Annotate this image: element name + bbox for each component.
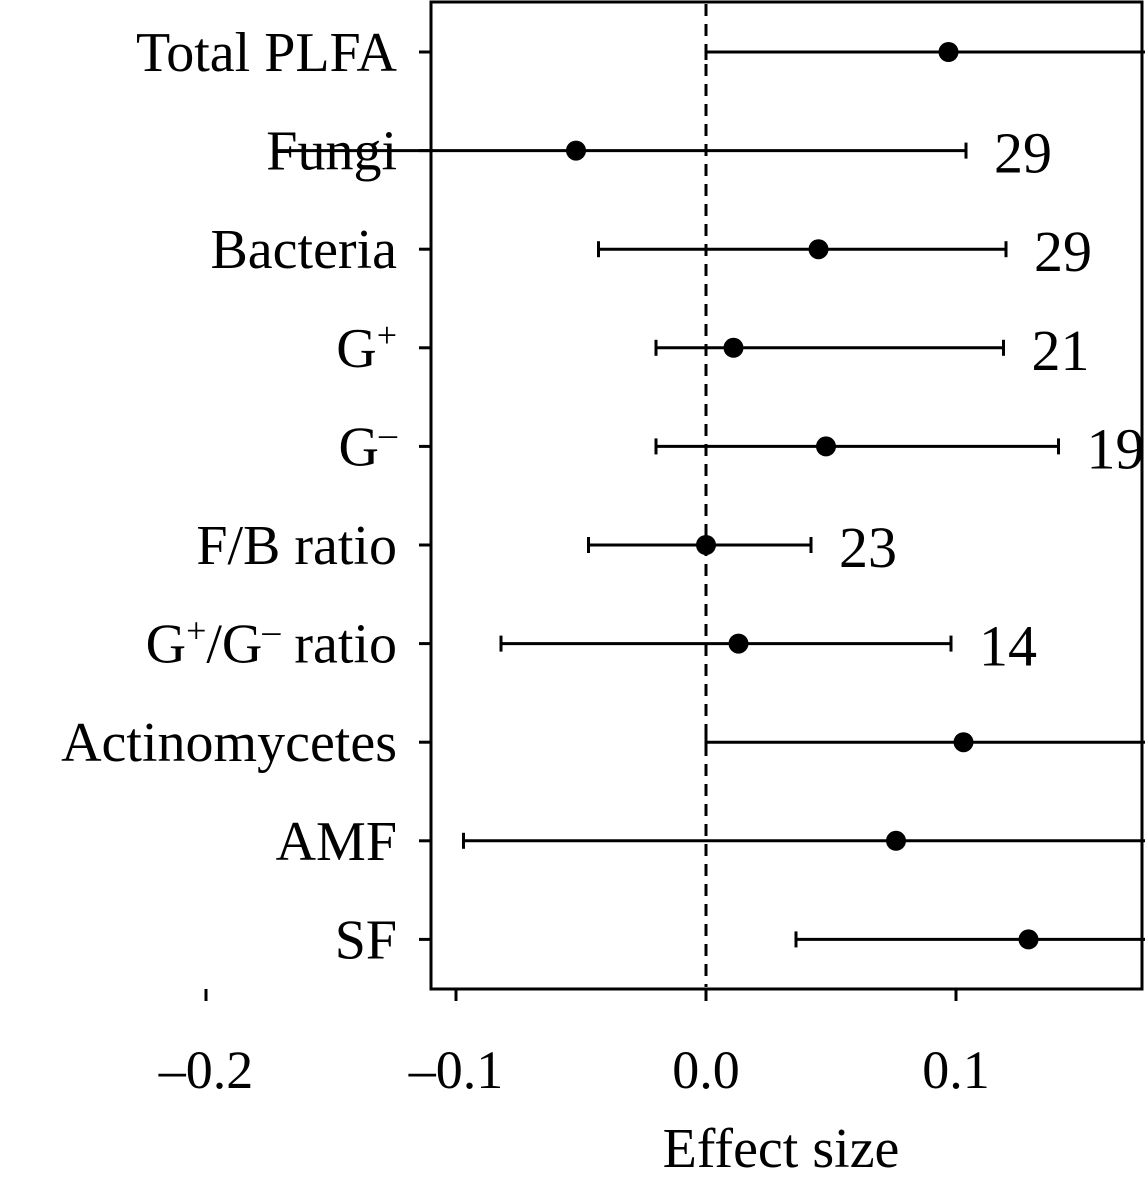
mean-point [723, 337, 744, 358]
y-tick-label: Total PLFA [136, 22, 398, 84]
y-tick-label: Fungi [266, 121, 397, 183]
mean-point [808, 239, 829, 260]
x-tick-label: 0.0 [672, 1040, 740, 1100]
y-tick-label: AMF [276, 811, 397, 873]
mean-point [1018, 929, 1039, 950]
mean-point [728, 633, 749, 654]
y-tick-label: Bacteria [210, 219, 397, 281]
x-axis-label: Effect size [663, 1118, 900, 1180]
mean-point [696, 535, 716, 555]
sample-size-label: 14 [979, 614, 1037, 679]
x-tick-label: 0.1 [922, 1040, 990, 1100]
sample-size-label: 23 [839, 515, 897, 580]
mean-point [566, 140, 586, 161]
x-tick-label: –0.1 [408, 1040, 504, 1100]
plot-content: 2829292119231414138 [274, 4, 1145, 987]
mean-point [816, 436, 836, 457]
sample-size-label: 29 [994, 121, 1052, 186]
y-axis: Total PLFA Fungi Bacteria G+ G– F/B ratio G+/G… [61, 22, 431, 971]
y-tick-label: Actinomycetes [61, 712, 397, 774]
y-tick-label: SF [335, 909, 397, 971]
y-tick-label: G+/G– ratio [146, 611, 397, 676]
mean-point [953, 732, 974, 753]
sample-size-label: 21 [1032, 318, 1090, 383]
y-tick-label: G+ [336, 315, 397, 380]
plot-frame [429, 0, 1144, 991]
mean-point [886, 830, 906, 851]
y-tick-label: F/B ratio [196, 515, 397, 577]
mean-point [938, 42, 959, 62]
sample-size-label: 19 [1087, 416, 1145, 481]
x-tick-label: –0.2 [158, 1040, 254, 1100]
x-axis: –0.2–0.10.00.10.20.3 [158, 989, 990, 1100]
y-tick-label: G– [339, 413, 398, 478]
sample-size-label: 29 [1034, 219, 1092, 284]
